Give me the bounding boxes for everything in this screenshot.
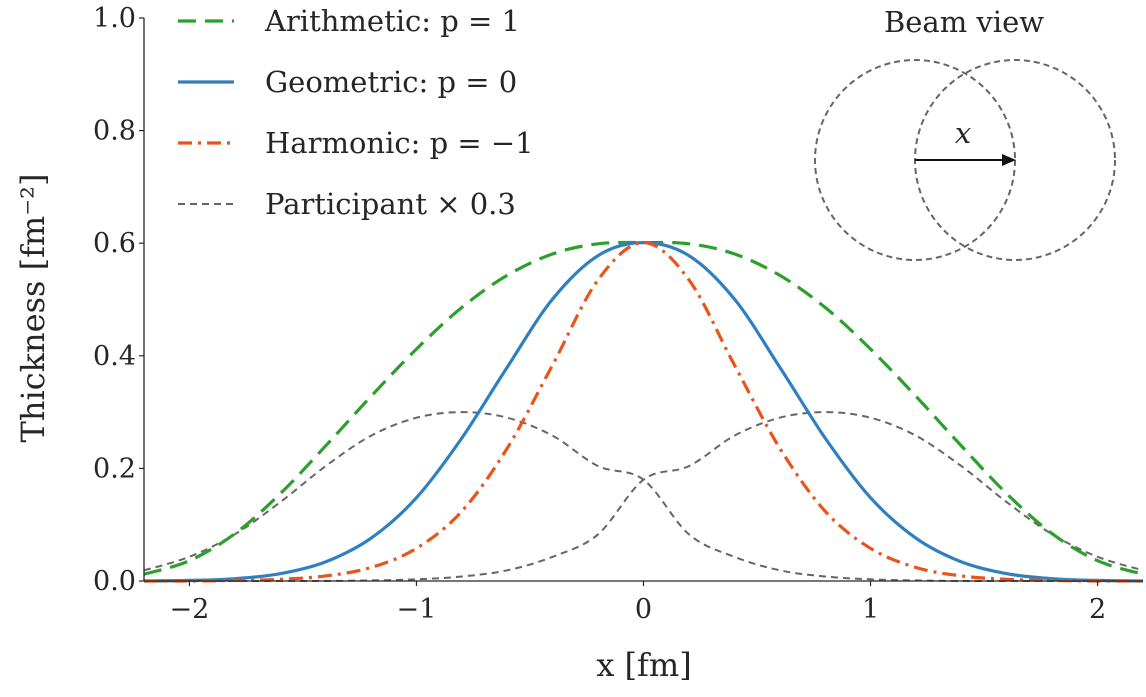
- y-tick-label: 1.0: [93, 3, 136, 34]
- legend-label: Geometric: p = 0: [265, 65, 517, 99]
- x-tick-label: 1: [862, 594, 879, 625]
- x-tick-labels: −2 −1 0 1 2: [170, 581, 1106, 625]
- y-tick-label: 0.6: [93, 228, 136, 259]
- series-line-dotted-3: [143, 411, 1143, 583]
- y-tick-label: 0.2: [93, 453, 136, 484]
- series-line-dashdot-2: [143, 241, 1144, 583]
- y-axis-label: Thickness [fm⁻²]: [14, 174, 52, 443]
- legend-label: Participant × 0.3: [265, 187, 516, 221]
- x-tick-label: 0: [635, 594, 652, 625]
- arrow-head-icon: [1002, 154, 1016, 166]
- beam-view-inset: Beam view x: [814, 5, 1116, 261]
- x-tick-label: −1: [397, 594, 437, 625]
- x-axis-label: x [fm]: [596, 646, 691, 684]
- plot-area: [143, 240, 1144, 583]
- series-line-solid-1: [143, 241, 1144, 583]
- y-tick-labels: 0.0 0.2 0.4 0.6 0.8 1.0: [93, 3, 144, 597]
- axes: [143, 18, 1143, 582]
- separation-label: x: [955, 116, 971, 150]
- legend: Arithmetic: p = 1 Geometric: p = 0 Harmoni…: [178, 4, 534, 221]
- series-line-dashed-0: [143, 240, 1144, 576]
- inset-title: Beam view: [884, 5, 1044, 39]
- x-tick-label: −2: [170, 594, 210, 625]
- y-tick-label: 0.4: [93, 341, 136, 372]
- x-tick-label: 2: [1089, 594, 1106, 625]
- y-tick-label: 0.8: [93, 116, 136, 147]
- legend-label: Arithmetic: p = 1: [264, 4, 520, 38]
- series-line-dotted-4: [144, 411, 1144, 583]
- y-tick-label: 0.0: [93, 566, 136, 597]
- legend-label: Harmonic: p = −1: [265, 126, 534, 160]
